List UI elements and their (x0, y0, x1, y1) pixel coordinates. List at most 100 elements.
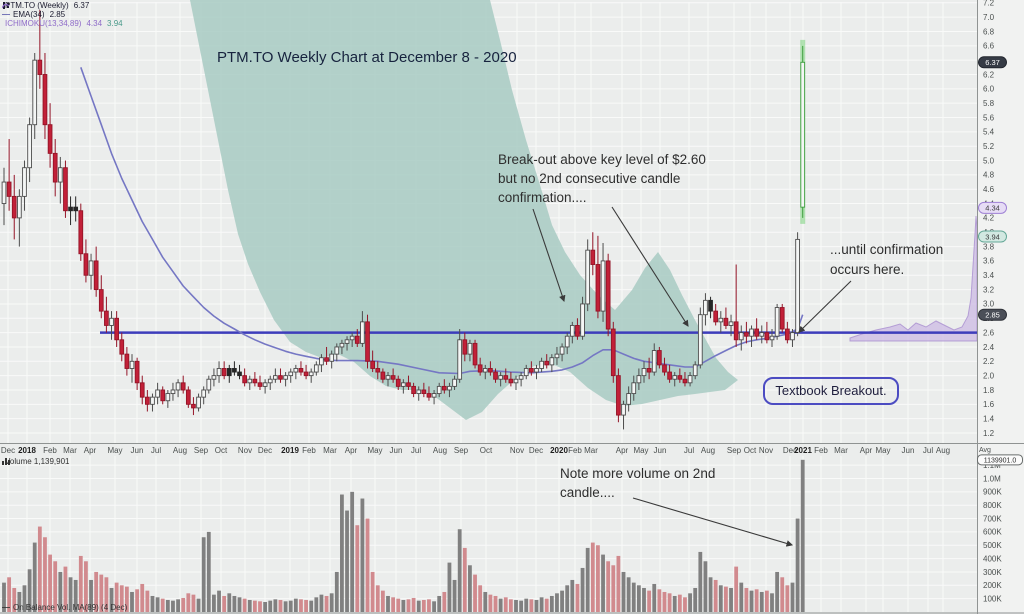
svg-text:Apr: Apr (860, 446, 873, 455)
svg-text:Feb: Feb (43, 446, 57, 455)
legend: PTM.TO (Weekly) 6.37 — EMA(34) 2.85 ICHI… (2, 1, 123, 28)
ema-line-icon: — (2, 10, 10, 19)
svg-text:400K: 400K (983, 554, 1002, 563)
price-axis[interactable] (977, 0, 1024, 443)
svg-text:May: May (633, 446, 648, 455)
time-axis-labels[interactable]: Dec 2018 Feb Mar Apr May Jun Jul Aug Sep Oct Nov Dec… (1, 446, 950, 455)
legend-ichimoku-label: ICHIMOKU(13,34,89) (5, 19, 82, 28)
svg-text:2.6: 2.6 (983, 328, 995, 337)
svg-text:Jun: Jun (390, 446, 403, 455)
svg-text:May: May (367, 446, 382, 455)
legend-ema-row[interactable]: — EMA(34) 2.85 (2, 10, 123, 19)
svg-text:1.4: 1.4 (983, 414, 995, 423)
volume-note-line2: candle.... (560, 485, 615, 500)
svg-text:Apr: Apr (84, 446, 97, 455)
svg-text:Oct: Oct (744, 446, 757, 455)
svg-text:Aug: Aug (936, 446, 950, 455)
svg-text:Nov: Nov (759, 446, 773, 455)
svg-text:5.2: 5.2 (983, 142, 995, 151)
svg-text:Dec: Dec (258, 446, 272, 455)
breakout-annotation[interactable]: Break-out above key level of $2.60 but n… (498, 150, 706, 207)
svg-text:500K: 500K (983, 541, 1002, 550)
svg-text:600K: 600K (983, 528, 1002, 537)
svg-text:4.34: 4.34 (985, 204, 1000, 213)
legend-ichimoku-row[interactable]: ICHIMOKU(13,34,89) 4.34 3.94 (2, 3, 123, 28)
time-axis[interactable] (0, 443, 977, 456)
volume-bars (2, 459, 805, 612)
svg-text:200K: 200K (983, 581, 1002, 590)
svg-text:Apr: Apr (345, 446, 358, 455)
svg-text:6.6: 6.6 (983, 42, 995, 51)
svg-text:May: May (107, 446, 122, 455)
svg-text:Mar: Mar (323, 446, 337, 455)
svg-text:6.8: 6.8 (983, 27, 995, 36)
svg-text:900K: 900K (983, 488, 1002, 497)
volume-axis-ticks[interactable]: 1.1M 1.0M 900K 800K 700K 600K 500K 400K 300K 200K… (977, 447, 1023, 603)
svg-text:100K: 100K (983, 594, 1002, 603)
svg-text:Feb: Feb (814, 446, 828, 455)
textbook-breakout-box[interactable]: Textbook Breakout. (763, 377, 899, 405)
svg-text:6.0: 6.0 (983, 85, 995, 94)
svg-text:1.8: 1.8 (983, 386, 995, 395)
svg-text:4.8: 4.8 (983, 171, 995, 180)
svg-text:2.2: 2.2 (983, 357, 995, 366)
svg-text:Dec: Dec (1, 446, 15, 455)
svg-text:Apr: Apr (616, 446, 629, 455)
svg-text:5.8: 5.8 (983, 99, 995, 108)
svg-text:Jul: Jul (923, 446, 933, 455)
svg-text:2.0: 2.0 (983, 371, 995, 380)
svg-text:Sep: Sep (194, 446, 209, 455)
svg-text:1.6: 1.6 (983, 400, 995, 409)
svg-text:Aug: Aug (173, 446, 187, 455)
svg-text:Jul: Jul (151, 446, 161, 455)
svg-text:2021: 2021 (794, 446, 812, 455)
svg-text:2.85: 2.85 (985, 310, 1000, 319)
svg-text:Jun: Jun (131, 446, 144, 455)
volume-note-annotation[interactable]: Note more volume on 2nd candle.... (560, 464, 715, 502)
ema-line (80, 67, 804, 375)
line-indicator-icon: — (2, 603, 10, 612)
svg-text:Oct: Oct (215, 446, 228, 455)
legend-ema-value: 2.85 (49, 10, 66, 19)
svg-text:800K: 800K (983, 501, 1002, 510)
svg-text:3.4: 3.4 (983, 271, 995, 280)
confirmation-annotation[interactable]: ...until confirmation occurs here. (830, 240, 943, 280)
chart-title[interactable]: PTM.TO Weekly Chart at December 8 - 2020 (217, 49, 517, 66)
svg-text:5.6: 5.6 (983, 113, 995, 122)
svg-text:1.0M: 1.0M (983, 474, 1001, 483)
svg-text:5.4: 5.4 (983, 128, 995, 137)
svg-text:Jul: Jul (684, 446, 694, 455)
svg-text:3.2: 3.2 (983, 285, 995, 294)
svg-text:1.1M: 1.1M (983, 461, 1001, 470)
svg-text:2019: 2019 (281, 446, 299, 455)
svg-text:Feb: Feb (568, 446, 582, 455)
svg-text:7.0: 7.0 (983, 13, 995, 22)
ichimoku-cloud (190, 0, 978, 420)
svg-text:700K: 700K (983, 514, 1002, 523)
volume-indicator-text: Volume 1,139,901 (5, 457, 70, 466)
svg-text:4.6: 4.6 (983, 185, 995, 194)
svg-text:Aug: Aug (433, 446, 447, 455)
breakout-annotation-line2: but no 2nd consecutive candle (498, 171, 681, 186)
svg-text:7.2: 7.2 (983, 0, 995, 8)
legend-symbol-row[interactable]: PTM.TO (Weekly) 6.37 (2, 1, 123, 10)
legend-ichimoku-value1: 4.34 (86, 19, 103, 28)
svg-text:Feb: Feb (302, 446, 316, 455)
svg-text:300K: 300K (983, 568, 1002, 577)
svg-text:3.6: 3.6 (983, 257, 995, 266)
volume-axis[interactable] (977, 456, 1024, 614)
svg-text:Dec: Dec (529, 446, 543, 455)
svg-text:2020: 2020 (550, 446, 568, 455)
svg-text:1.2: 1.2 (983, 429, 995, 438)
svg-text:2.4: 2.4 (983, 343, 995, 352)
obv-indicator-text: On Balance Vol. MA(89) (4 Dec) (13, 603, 128, 612)
volume-indicator-label[interactable]: Volume 1,139,901 (2, 457, 70, 466)
svg-text:Oct: Oct (480, 446, 493, 455)
svg-text:Nov: Nov (510, 446, 524, 455)
svg-text:Mar: Mar (584, 446, 598, 455)
svg-text:3.8: 3.8 (983, 242, 995, 251)
svg-text:Dec: Dec (783, 446, 797, 455)
obv-indicator-label[interactable]: — On Balance Vol. MA(89) (4 Dec) (2, 603, 127, 612)
